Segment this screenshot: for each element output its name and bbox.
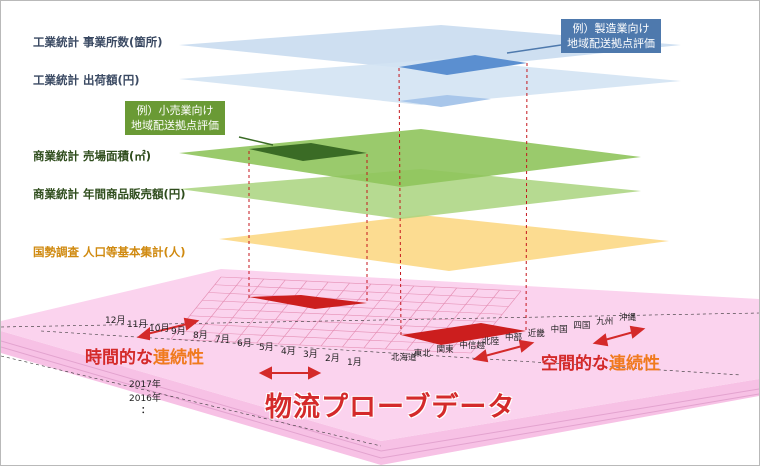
grid-line: [170, 338, 472, 354]
base-highlight-manufacturing: [401, 323, 526, 345]
year-2017: 2017年: [129, 380, 161, 390]
callout-manufacturing-line2: 地域配送拠点評価: [567, 37, 655, 50]
base-guide-line: [40, 330, 742, 376]
layer-census: [219, 215, 669, 271]
month-tick: 5月: [259, 342, 274, 353]
callout-retail: 例）小売業向け 地域配送拠点評価: [125, 101, 225, 135]
year-2016: 2016年: [129, 394, 161, 404]
month-tick: 2月: [325, 354, 340, 365]
label-census: 国勢調査 人口等基本集計(人): [33, 245, 186, 259]
region-tick: 近畿: [527, 329, 545, 339]
region-tick: 四国: [573, 321, 591, 331]
region-tick: 沖縄: [619, 313, 637, 323]
region-tick: 中国: [550, 325, 568, 335]
month-tick: 1月: [347, 358, 362, 368]
region-tick: 北陸: [482, 337, 500, 347]
callout-retail-line1: 例）小売業向け: [136, 104, 214, 117]
month-tick: 7月: [215, 335, 230, 346]
month-tick: 9月: [171, 327, 186, 338]
region-tick: 中信越: [459, 341, 485, 351]
label-office-count: 工業統計 事業所数(箇所): [33, 35, 163, 49]
guide-lines: [248, 62, 528, 337]
base-grid: [1, 276, 759, 447]
base-title: 物流プローブデータ: [265, 392, 516, 423]
spatial-prefix: 空間的な: [541, 354, 609, 374]
year-ellipsis: ：: [141, 406, 151, 416]
grid-line: [195, 307, 497, 323]
region-tick: 中部: [505, 333, 523, 343]
grid-line: [202, 299, 503, 315]
grid-line: [189, 315, 490, 331]
base-guide-line: [1, 312, 759, 328]
office-count-subhighlight: [399, 95, 491, 107]
arrows: [136, 317, 646, 380]
base-slab: [1, 269, 759, 465]
callout-connector-manufacturing: [506, 44, 562, 54]
grid-line: [208, 292, 509, 307]
month-tick: 8月: [193, 331, 208, 342]
layer-shipment: [179, 59, 681, 105]
temporal-highlight: 連続性: [153, 348, 204, 368]
layer-annual-sales: [179, 169, 641, 219]
month-tick: 3月: [303, 350, 318, 361]
spatial-highlight: 連続性: [609, 354, 660, 374]
callout-retail-line2: 地域配送拠点評価: [131, 119, 219, 132]
region-tick: 北海道: [391, 353, 417, 363]
label-shipment: 工業統計 出荷額(円): [33, 73, 140, 87]
temporal-prefix: 時間的な: [85, 348, 153, 368]
base-guide-line: [1, 355, 382, 447]
month-tick: 6月: [237, 338, 252, 349]
callout-manufacturing: 例）製造業向け 地域配送拠点評価: [561, 19, 661, 53]
month-tick: 10月: [149, 323, 170, 334]
month-tick: 4月: [281, 346, 296, 357]
callout-manufacturing-line1: 例）製造業向け: [572, 22, 650, 35]
base-highlight-retail: [249, 295, 367, 309]
grid-line: [220, 276, 522, 292]
label-annual-sales: 商業統計 年間商品販売額(円): [33, 187, 186, 201]
base-slab-edge-2: [1, 346, 759, 459]
temporal-continuity-caption: 時間的な連続性: [85, 343, 204, 368]
layer-office-count: [179, 25, 681, 71]
grid-line: [177, 330, 478, 346]
month-tick: 11月: [127, 319, 148, 330]
region-tick: 関東: [436, 345, 454, 355]
spatial-continuity-caption: 空間的な連続性: [541, 349, 660, 374]
grid-line: [214, 284, 515, 300]
region-tick: 東北: [413, 349, 431, 359]
shipment-highlight: [399, 55, 527, 75]
month-tick: 12月: [105, 316, 126, 326]
label-sales-area: 商業統計 売場面積(㎡): [33, 149, 152, 163]
sales-area-highlight: [249, 143, 367, 161]
base-slab-edge-1: [1, 340, 759, 452]
layer-sales-area: [179, 129, 641, 187]
callout-connector-retail: [238, 136, 274, 146]
region-tick: 九州: [596, 317, 614, 327]
base-slab-top: [1, 269, 759, 441]
